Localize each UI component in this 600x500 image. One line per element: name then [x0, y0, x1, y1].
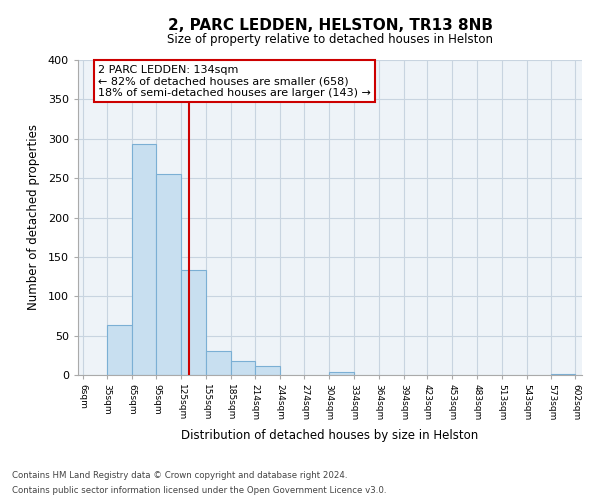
Bar — [231, 361, 255, 375]
Bar — [329, 372, 354, 375]
Text: 2, PARC LEDDEN, HELSTON, TR13 8NB: 2, PARC LEDDEN, HELSTON, TR13 8NB — [167, 18, 493, 32]
Bar — [255, 366, 280, 375]
Text: Contains public sector information licensed under the Open Government Licence v3: Contains public sector information licen… — [12, 486, 386, 495]
X-axis label: Distribution of detached houses by size in Helston: Distribution of detached houses by size … — [181, 428, 479, 442]
Text: Size of property relative to detached houses in Helston: Size of property relative to detached ho… — [167, 32, 493, 46]
Bar — [181, 270, 206, 375]
Bar — [157, 174, 181, 375]
Text: 2 PARC LEDDEN: 134sqm
← 82% of detached houses are smaller (658)
18% of semi-det: 2 PARC LEDDEN: 134sqm ← 82% of detached … — [98, 64, 371, 98]
Bar — [107, 326, 132, 375]
Text: Contains HM Land Registry data © Crown copyright and database right 2024.: Contains HM Land Registry data © Crown c… — [12, 471, 347, 480]
Bar — [551, 374, 575, 375]
Bar — [206, 352, 231, 375]
Y-axis label: Number of detached properties: Number of detached properties — [26, 124, 40, 310]
Bar — [132, 144, 157, 375]
